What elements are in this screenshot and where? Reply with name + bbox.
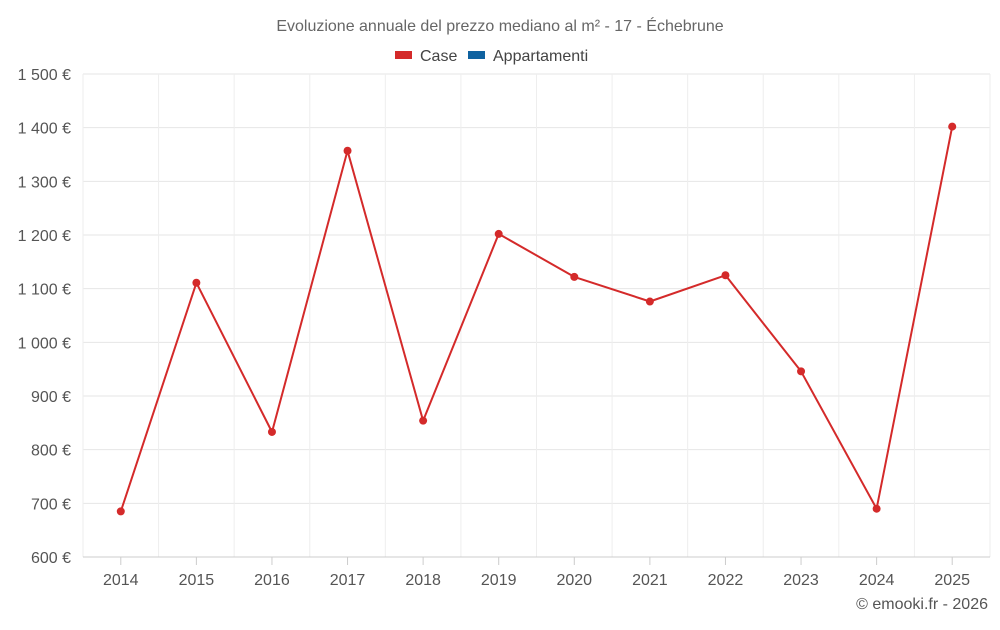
x-tick-label: 2014	[103, 572, 139, 589]
data-point-case-2023[interactable]	[797, 367, 806, 376]
y-tick-label: 1 000 €	[18, 335, 71, 352]
legend: Case Appartamenti	[395, 48, 588, 65]
data-point-case-2018[interactable]	[419, 416, 428, 425]
legend-label-case: Case	[420, 48, 457, 65]
y-tick-label: 1 100 €	[18, 282, 71, 299]
data-point-case-2019[interactable]	[494, 229, 503, 238]
y-tick-label: 700 €	[31, 496, 71, 513]
x-tick-label: 2019	[481, 572, 517, 589]
x-tick-label: 2025	[934, 572, 970, 589]
legend-item-case[interactable]: Case	[395, 48, 457, 65]
y-tick-label: 800 €	[31, 443, 71, 460]
data-point-case-2014[interactable]	[116, 507, 125, 516]
legend-swatch-case	[395, 51, 412, 59]
series-line-case	[119, 126, 954, 512]
x-tick-label: 2021	[632, 572, 668, 589]
x-tick-label: 2020	[556, 572, 592, 589]
series	[116, 122, 957, 516]
data-point-case-2020[interactable]	[570, 272, 579, 281]
x-tick-label: 2024	[859, 572, 895, 589]
credit-text: © emooki.fr - 2026	[856, 596, 988, 613]
data-point-case-2015[interactable]	[192, 278, 201, 287]
data-point-case-2025[interactable]	[948, 122, 957, 131]
x-tick-label: 2023	[783, 572, 819, 589]
x-tick-label: 2017	[330, 572, 366, 589]
x-tick-label: 2022	[708, 572, 744, 589]
y-tick-label: 1 300 €	[18, 174, 71, 191]
data-point-case-2024[interactable]	[872, 504, 881, 513]
data-point-case-2016[interactable]	[267, 427, 276, 436]
y-tick-label: 1 500 €	[18, 67, 71, 84]
legend-item-appartamenti[interactable]: Appartamenti	[468, 48, 588, 65]
y-tick-label: 1 200 €	[18, 228, 71, 245]
x-tick-label: 2015	[179, 572, 215, 589]
axes: 600 € 700 € 800 € 900 € 1 000 € 1 100 € 1 200 …	[18, 67, 990, 589]
data-point-case-2021[interactable]	[645, 297, 654, 306]
grid	[82, 73, 991, 558]
x-tick-label: 2018	[405, 572, 441, 589]
y-tick-label: 600 €	[31, 550, 71, 567]
legend-label-appartamenti: Appartamenti	[493, 48, 588, 65]
x-tick-label: 2016	[254, 572, 290, 589]
y-tick-label: 1 400 €	[18, 121, 71, 138]
legend-swatch-appartamenti	[468, 51, 485, 59]
data-point-case-2022[interactable]	[721, 271, 730, 280]
data-point-case-2017[interactable]	[343, 146, 352, 155]
chart-title: Evoluzione annuale del prezzo mediano al…	[276, 16, 723, 35]
y-tick-label: 900 €	[31, 389, 71, 406]
